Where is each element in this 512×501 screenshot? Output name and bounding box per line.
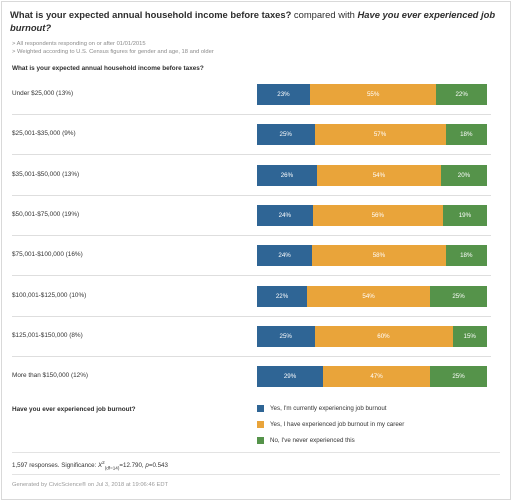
bar-segment: 54% bbox=[316, 164, 441, 186]
p-label: p bbox=[145, 462, 149, 470]
bar-segment: 47% bbox=[323, 365, 431, 387]
bar-segment: 15% bbox=[452, 325, 487, 347]
row-separator bbox=[12, 114, 491, 115]
legend-title: Have you ever experienced job burnout? bbox=[12, 406, 136, 413]
chart-title: What is your expected annual household i… bbox=[10, 9, 505, 34]
chi-symbol: X bbox=[98, 462, 103, 470]
bar-segment: 25% bbox=[257, 123, 315, 145]
bar-segment: 26% bbox=[257, 164, 317, 186]
footer-divider-bottom bbox=[12, 474, 500, 475]
legend-swatch-current bbox=[257, 405, 264, 412]
footer-divider-top bbox=[12, 452, 500, 453]
title-connector: compared with bbox=[291, 9, 358, 20]
chi-superscript: 2 bbox=[102, 460, 105, 465]
bar-segment: 18% bbox=[445, 123, 487, 145]
legend-label-career: Yes, I have experienced job burnout in m… bbox=[270, 421, 405, 428]
chart-notes: > All respondents responding on or after… bbox=[12, 40, 214, 56]
bar-segment: 60% bbox=[314, 325, 453, 347]
bar-segment: 56% bbox=[312, 204, 443, 226]
legend-item-never: No, I've never experienced this bbox=[257, 437, 355, 444]
bar-segment: 22% bbox=[436, 83, 487, 105]
row-separator bbox=[12, 195, 491, 196]
legend-item-career: Yes, I have experienced job burnout in m… bbox=[257, 421, 404, 428]
question-label: What is your expected annual household i… bbox=[12, 65, 204, 72]
generated-note: Generated by CivicScience® on Jul 3, 201… bbox=[12, 482, 169, 488]
category-label: $35,001-$50,000 (13%) bbox=[12, 171, 80, 178]
bar-segment: 58% bbox=[312, 244, 446, 266]
bar-segment: 25% bbox=[257, 325, 315, 347]
legend-swatch-career bbox=[257, 421, 264, 428]
legend-swatch-never bbox=[257, 437, 264, 444]
chi-statistic: =12.790, bbox=[119, 462, 146, 470]
bar-segment: 24% bbox=[257, 204, 313, 226]
category-label: $125,001-$150,000 (8%) bbox=[12, 332, 83, 339]
bar-segment: 24% bbox=[257, 244, 313, 266]
legend-label-current: Yes, I'm currently experiencing job burn… bbox=[270, 405, 387, 412]
bar-segment: 20% bbox=[441, 164, 487, 186]
bar-segment: 25% bbox=[430, 285, 487, 307]
category-label: $50,001-$75,000 (19%) bbox=[12, 211, 80, 218]
note-weighting: > Weighted according to U.S. Census figu… bbox=[12, 49, 214, 55]
bar-segment: 29% bbox=[257, 365, 324, 387]
bar-segment: 23% bbox=[257, 83, 310, 105]
bar-segment: 57% bbox=[314, 123, 446, 145]
legend-item-current: Yes, I'm currently experiencing job burn… bbox=[257, 405, 387, 412]
category-label: $25,001-$35,000 (9%) bbox=[12, 130, 76, 137]
row-separator bbox=[12, 235, 491, 236]
row-separator bbox=[12, 275, 491, 276]
bar-segment: 19% bbox=[442, 204, 487, 226]
p-value: =0.543 bbox=[148, 462, 168, 470]
row-separator bbox=[12, 154, 491, 155]
chi-subscript: (df=14) bbox=[104, 465, 120, 471]
bar-segment: 22% bbox=[257, 285, 308, 307]
responses-count: 1,597 responses. Significance: bbox=[12, 462, 98, 470]
category-label: Under $25,000 (13%) bbox=[12, 90, 74, 97]
legend-label-never: No, I've never experienced this bbox=[270, 437, 355, 444]
note-respondents: > All respondents responding on or after… bbox=[12, 41, 146, 47]
title-question-2: Have you ever experienced job burnout? bbox=[10, 9, 496, 33]
category-label: $100,001-$125,000 (10%) bbox=[12, 292, 87, 299]
bar-segment: 55% bbox=[309, 83, 437, 105]
category-label: $75,001-$100,000 (16%) bbox=[12, 251, 83, 258]
bar-segment: 54% bbox=[307, 285, 431, 307]
bar-segment: 18% bbox=[445, 244, 487, 266]
category-label: More than $150,000 (12%) bbox=[12, 372, 89, 379]
row-separator bbox=[12, 316, 491, 317]
title-question-1: What is your expected annual household i… bbox=[10, 9, 292, 20]
significance-text: 1,597 responses. Significance: X2(df=14)… bbox=[12, 460, 168, 470]
bar-segment: 25% bbox=[430, 365, 487, 387]
row-separator bbox=[12, 356, 491, 357]
